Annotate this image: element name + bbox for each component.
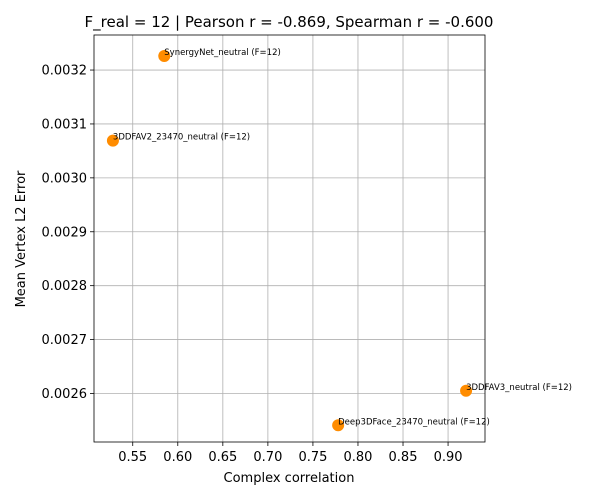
data-point-label: Deep3DFace_23470_neutral (F=12) (338, 417, 490, 427)
y-tick-label: 0.0031 (42, 117, 88, 132)
data-point (106, 134, 119, 147)
x-tick-label: 0.85 (389, 450, 418, 465)
x-tick-label: 0.70 (253, 450, 282, 465)
y-tick-label: 0.0027 (42, 333, 88, 348)
plot-frame (93, 34, 486, 443)
data-point (460, 384, 473, 397)
data-point (158, 50, 171, 63)
data-point-label: SynergyNet_neutral (F=12) (164, 48, 281, 58)
y-tick-label: 0.0032 (42, 64, 88, 79)
points-layer: SynergyNet_neutral (F=12) 3DDFAV2_23470_n… (106, 48, 572, 432)
y-tick-label: 0.0030 (42, 171, 88, 186)
data-point-label: 3DDFAV3_neutral (F=12) (466, 383, 572, 393)
axes-layer: 0.55 0.60 0.65 0.70 0.75 0.80 0.85 0.90 0.0026 0.… (42, 34, 486, 465)
x-tick-label: 0.90 (434, 450, 463, 465)
chart-title: F_real = 12 | Pearson r = -0.869, Spearm… (85, 13, 494, 32)
data-point (332, 419, 345, 432)
grid-layer (94, 35, 485, 442)
x-tick-label: 0.80 (343, 450, 372, 465)
y-tick-label: 0.0028 (42, 279, 88, 294)
data-point-label: 3DDFAV2_23470_neutral (F=12) (113, 133, 250, 143)
x-tick-label: 0.65 (208, 450, 237, 465)
x-tick-label: 0.60 (163, 450, 192, 465)
x-tick-label: 0.55 (118, 450, 147, 465)
y-axis-label: Mean Vertex L2 Error (14, 170, 29, 307)
y-tick-label: 0.0029 (42, 225, 88, 240)
x-axis-label: Complex correlation (224, 471, 355, 486)
y-tick-label: 0.0026 (42, 387, 88, 402)
x-tick-label: 0.75 (298, 450, 327, 465)
